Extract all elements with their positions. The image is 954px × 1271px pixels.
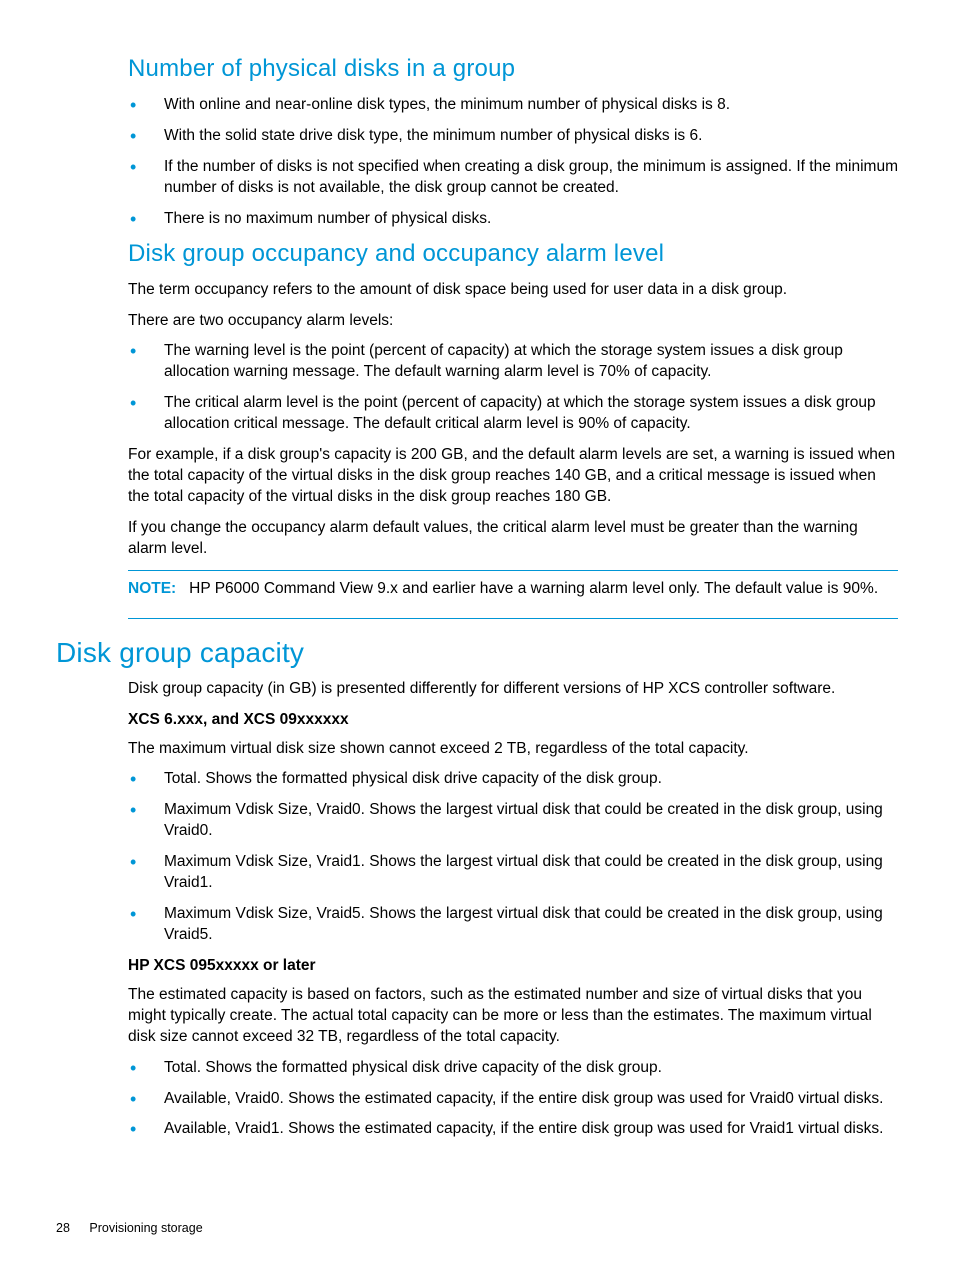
paragraph: The maximum virtual disk size shown cann… xyxy=(128,739,898,760)
note-text: HP P6000 Command View 9.x and earlier ha… xyxy=(189,580,878,597)
list-item: Maximum Vdisk Size, Vraid5. Shows the la… xyxy=(128,904,898,946)
page-number: 28 xyxy=(56,1221,70,1235)
list-item: Available, Vraid0. Shows the estimated c… xyxy=(128,1089,898,1110)
page-footer: 28 Provisioning storage xyxy=(56,1221,203,1235)
section3-sub1-list: Total. Shows the formatted physical disk… xyxy=(128,769,898,945)
paragraph: For example, if a disk group's capacity … xyxy=(128,445,898,508)
list-item: If the number of disks is not specified … xyxy=(128,157,898,199)
section2-body: The term occupancy refers to the amount … xyxy=(56,280,898,619)
list-item: Maximum Vdisk Size, Vraid0. Shows the la… xyxy=(128,800,898,842)
paragraph: There are two occupancy alarm levels: xyxy=(128,311,898,332)
heading-disk-group-capacity: Disk group capacity xyxy=(56,637,898,669)
subheading-xcs095: HP XCS 095xxxxx or later xyxy=(128,956,898,977)
list-item: The warning level is the point (percent … xyxy=(128,341,898,383)
section1-list: With online and near-online disk types, … xyxy=(128,95,898,230)
list-item: Total. Shows the formatted physical disk… xyxy=(128,1058,898,1079)
paragraph: Disk group capacity (in GB) is presented… xyxy=(128,679,898,700)
section1-body: With online and near-online disk types, … xyxy=(56,95,898,230)
paragraph: If you change the occupancy alarm defaul… xyxy=(128,518,898,560)
list-item: There is no maximum number of physical d… xyxy=(128,209,898,230)
paragraph: The term occupancy refers to the amount … xyxy=(128,280,898,301)
list-item: The critical alarm level is the point (p… xyxy=(128,393,898,435)
note-paragraph: NOTE: HP P6000 Command View 9.x and earl… xyxy=(128,579,898,600)
note-label: NOTE: xyxy=(128,580,176,597)
paragraph: The estimated capacity is based on facto… xyxy=(128,985,898,1048)
list-item: Available, Vraid1. Shows the estimated c… xyxy=(128,1119,898,1140)
section2-list: The warning level is the point (percent … xyxy=(128,341,898,435)
subheading-xcs6: XCS 6.xxx, and XCS 09xxxxxx xyxy=(128,710,898,731)
heading-occupancy: Disk group occupancy and occupancy alarm… xyxy=(56,240,898,268)
list-item: With online and near-online disk types, … xyxy=(128,95,898,116)
list-item: Maximum Vdisk Size, Vraid1. Shows the la… xyxy=(128,852,898,894)
list-item: Total. Shows the formatted physical disk… xyxy=(128,769,898,790)
chapter-title: Provisioning storage xyxy=(89,1221,202,1235)
list-item: With the solid state drive disk type, th… xyxy=(128,126,898,147)
section3-sub2-list: Total. Shows the formatted physical disk… xyxy=(128,1058,898,1141)
heading-physical-disks: Number of physical disks in a group xyxy=(56,55,898,83)
note-box: NOTE: HP P6000 Command View 9.x and earl… xyxy=(128,570,898,619)
document-page: Number of physical disks in a group With… xyxy=(0,0,954,1271)
section3-body: Disk group capacity (in GB) is presented… xyxy=(56,679,898,1141)
